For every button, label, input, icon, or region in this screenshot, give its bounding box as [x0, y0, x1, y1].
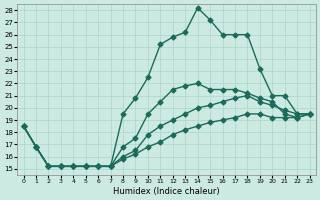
- X-axis label: Humidex (Indice chaleur): Humidex (Indice chaleur): [113, 187, 220, 196]
